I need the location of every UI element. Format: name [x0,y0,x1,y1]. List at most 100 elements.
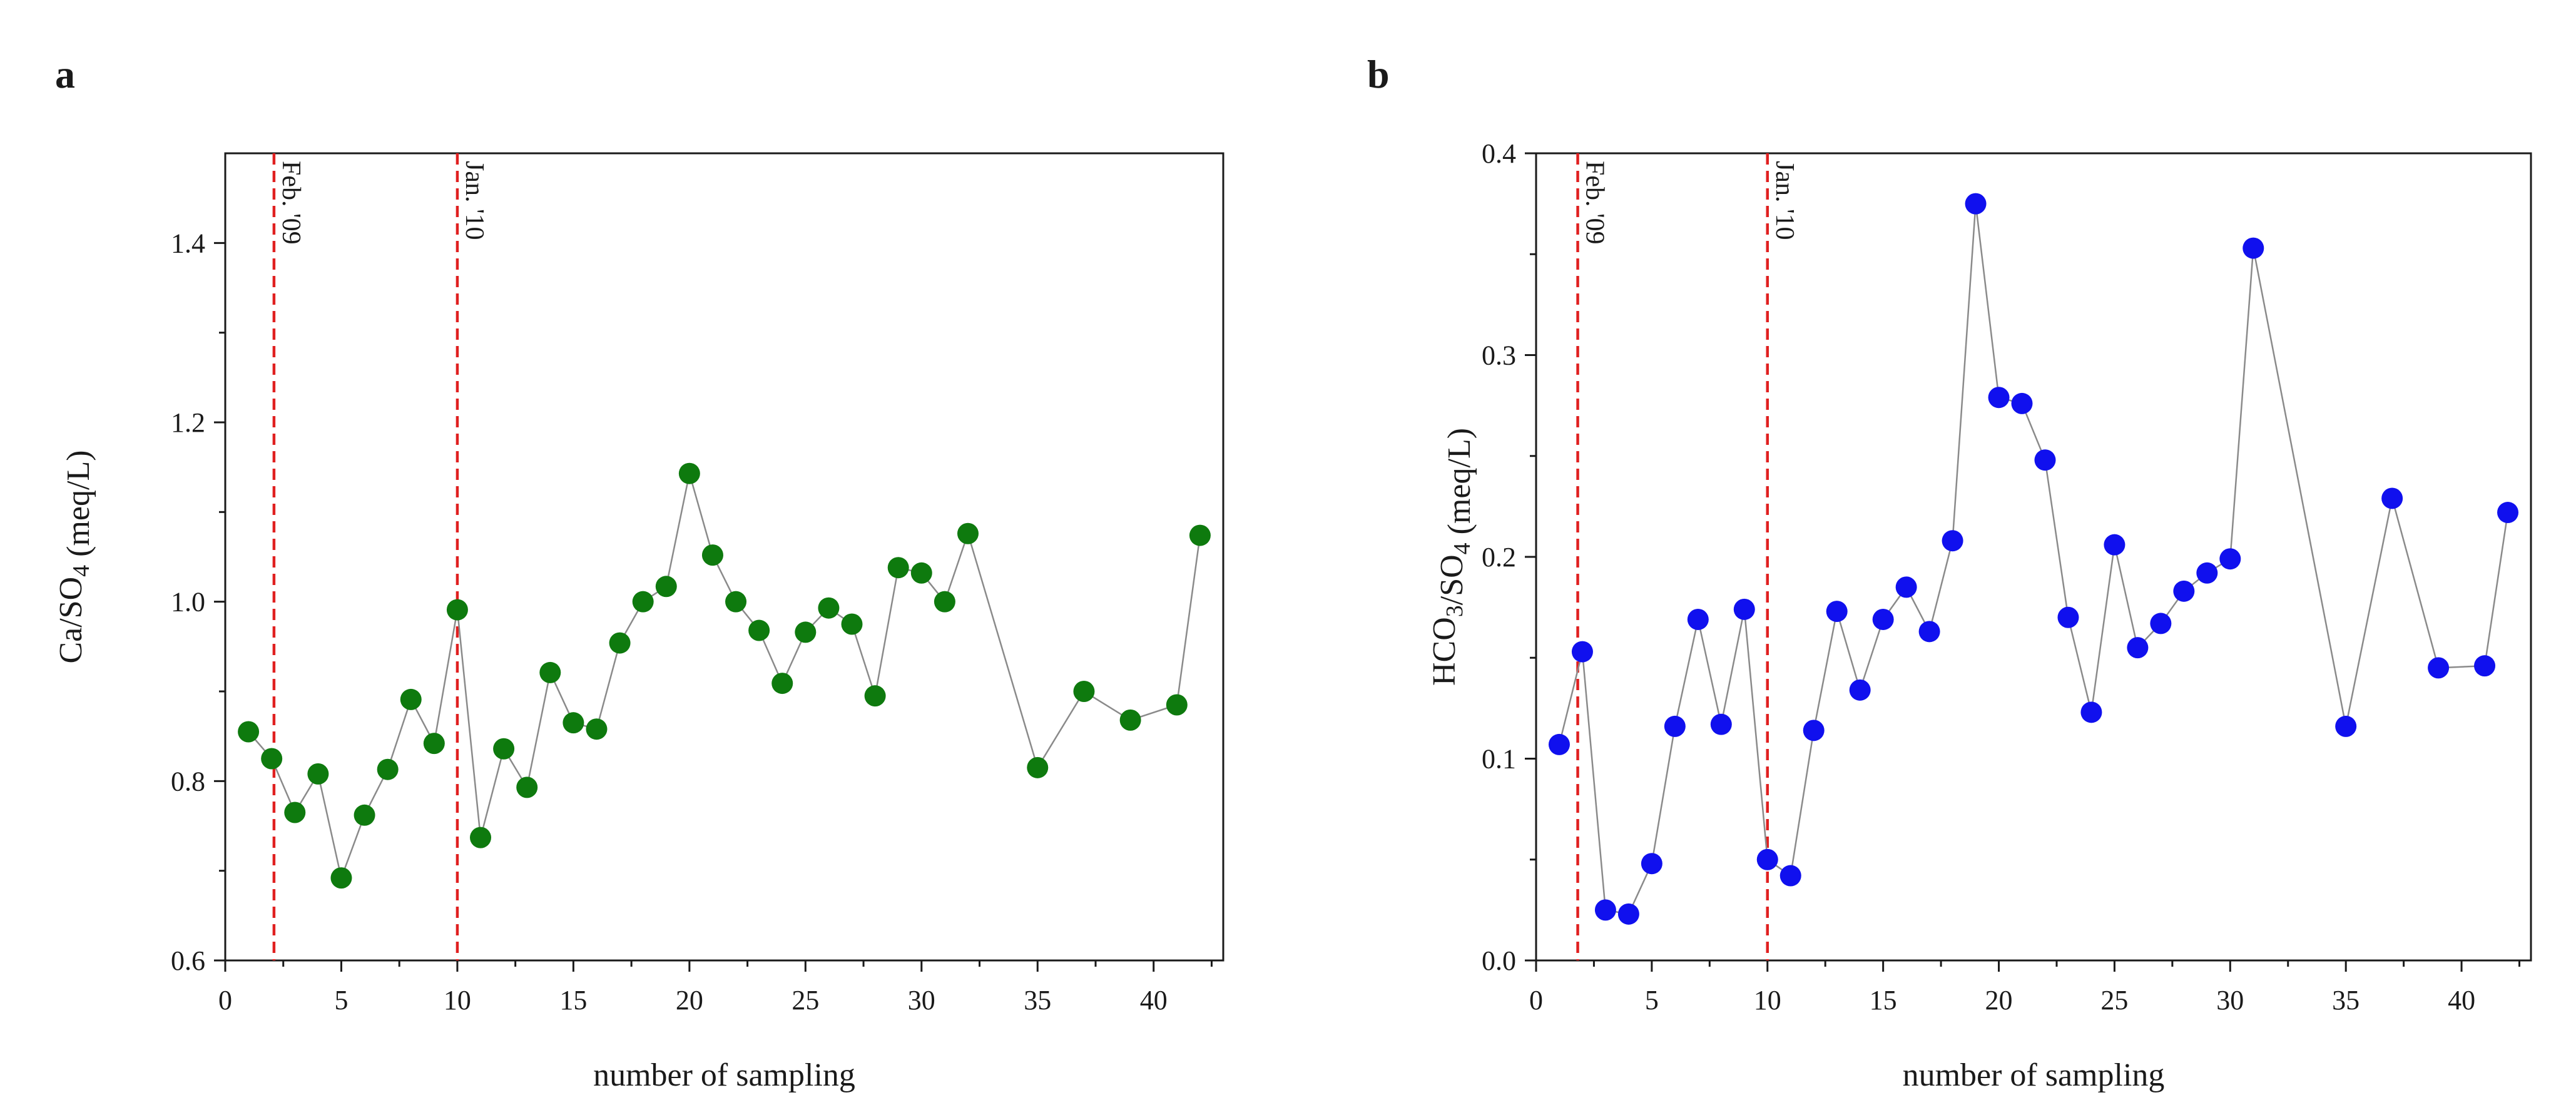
y-tick-label: 0.1 [1482,744,1516,775]
x-tick-label: 15 [559,985,587,1016]
data-point [1942,530,1963,552]
data-point [655,576,677,598]
data-point [1664,715,1686,737]
data-point [1779,865,1801,887]
reference-label: Feb. '09 [1581,161,1609,245]
data-point [261,748,283,770]
data-point [748,619,770,641]
x-axis-title: number of sampling [1903,1057,2165,1093]
data-point [354,804,375,826]
series-line [248,473,1201,881]
y-tick-label: 1.2 [171,407,205,438]
data-point [493,738,515,760]
data-point [2034,449,2056,471]
data-point [1988,387,2010,409]
data-point [771,673,793,695]
data-point [1965,193,1987,215]
series-line [1558,203,2509,915]
data-point [2196,562,2218,584]
panel-letter: a [55,52,75,96]
panel-letter: b [1367,52,1390,96]
data-point [1189,524,1211,546]
chart-panel-a: a 0 5 10 15 20 25 30 35 40 0.6 0.8 1.0 1.2 1.4 number o… [53,52,1224,1093]
x-tick-label: 10 [444,985,471,1016]
data-point [2150,613,2172,634]
data-point [1826,601,1848,623]
data-point [400,688,422,710]
data-point [795,621,817,643]
data-point [2080,701,2102,723]
reference-label: Jan. '10 [460,161,489,240]
chart-panel-b: b 0 5 10 15 20 25 30 35 40 0.0 0.1 0.2 0.3 0.4 number o… [1367,52,2532,1093]
data-point [2219,548,2241,570]
x-tick-label: 10 [1754,985,1781,1016]
x-tick-label: 35 [1024,985,1051,1016]
plot-frame [1535,152,2532,962]
data-point [818,597,840,619]
data-point [1548,733,1570,755]
x-tick-label: 25 [2100,985,2128,1016]
x-tick-label: 20 [676,985,703,1016]
data-point [2127,637,2149,659]
data-point [1803,720,1825,741]
x-tick-label: 0 [1529,985,1543,1016]
y-tick-label: 1.4 [171,228,205,258]
data-point [2497,502,2519,524]
data-point [470,827,492,848]
x-tick-label: 40 [1140,985,1168,1016]
data-point [887,557,909,579]
data-point [563,712,584,734]
data-point [934,591,955,613]
data-point [1710,713,1732,735]
x-axis-title: number of sampling [593,1057,855,1093]
data-point [1733,598,1755,620]
data-point [1756,848,1778,870]
x-tick-label: 5 [334,985,348,1016]
data-point [330,867,352,889]
data-point [701,544,723,566]
data-point [609,632,631,654]
data-point [307,763,329,785]
x-tick-label: 30 [908,985,935,1016]
data-point [284,802,306,823]
data-point [2057,606,2079,628]
reference-label: Feb. '09 [277,161,305,245]
data-point [632,591,654,613]
x-tick-label: 0 [218,985,232,1016]
y-tick-label: 0.3 [1482,340,1516,371]
x-tick-label: 5 [1645,985,1659,1016]
data-point [377,758,399,780]
plot-frame [224,152,1224,962]
data-point [1617,903,1639,925]
x-tick-label: 15 [1870,985,1897,1016]
data-point [2243,237,2264,259]
data-point [1687,608,1709,630]
x-tick-label: 25 [792,985,819,1016]
data-point [1073,681,1095,702]
data-point [1895,576,1917,598]
y-tick-label: 0.2 [1482,542,1516,573]
data-point [2428,657,2450,679]
data-point [2173,580,2195,602]
data-point [957,522,979,544]
data-point [423,733,445,755]
y-axis-title: HCO3/SO4 (meq/L) [1427,428,1477,686]
data-point [1594,899,1616,921]
data-point [841,613,863,635]
data-point [586,718,608,740]
y-tick-label: 0.4 [1482,138,1516,169]
data-point [864,685,886,707]
y-tick-label: 1.0 [171,587,205,618]
data-point [2011,392,2033,414]
y-axis-title: Ca/SO4 (meq/L) [53,450,96,663]
data-point [1872,608,1894,630]
y-tick-label: 0.0 [1482,945,1516,976]
y-tick-label: 0.8 [171,766,205,797]
data-point [910,562,932,584]
x-tick-label: 30 [2216,985,2244,1016]
x-tick-label: 20 [1985,985,2013,1016]
data-point [1027,756,1049,778]
data-point [1166,694,1188,716]
data-point [1571,641,1593,663]
